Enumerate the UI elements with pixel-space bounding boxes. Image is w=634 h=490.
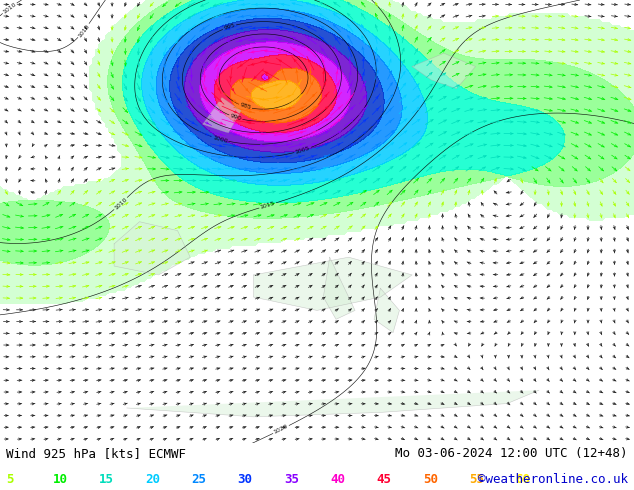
- Polygon shape: [323, 257, 355, 319]
- Text: 45: 45: [377, 473, 392, 486]
- Text: 985: 985: [239, 102, 252, 111]
- Text: 990: 990: [230, 113, 242, 122]
- Text: 1020: 1020: [273, 424, 289, 435]
- Text: 50: 50: [423, 473, 438, 486]
- Text: Mo 03-06-2024 12:00 UTC (12+48): Mo 03-06-2024 12:00 UTC (12+48): [395, 447, 628, 460]
- Polygon shape: [374, 288, 399, 333]
- Text: 25: 25: [191, 473, 207, 486]
- Polygon shape: [203, 98, 241, 133]
- Text: 40: 40: [330, 473, 346, 486]
- Text: 1010: 1010: [2, 1, 17, 15]
- Polygon shape: [114, 221, 190, 275]
- Text: 15: 15: [99, 473, 114, 486]
- Text: 5: 5: [6, 473, 14, 486]
- Text: 20: 20: [145, 473, 160, 486]
- Text: 1010: 1010: [77, 23, 91, 38]
- Polygon shape: [127, 390, 539, 417]
- Polygon shape: [254, 257, 412, 311]
- Text: 1000: 1000: [212, 135, 228, 144]
- Text: 1015: 1015: [259, 201, 276, 210]
- Text: 60: 60: [515, 473, 531, 486]
- Text: ©weatheronline.co.uk: ©weatheronline.co.uk: [477, 473, 628, 486]
- Text: 55: 55: [469, 473, 484, 486]
- Text: 30: 30: [238, 473, 253, 486]
- Text: 1010: 1010: [113, 196, 128, 211]
- Text: 35: 35: [284, 473, 299, 486]
- Polygon shape: [412, 53, 476, 89]
- Text: Wind 925 hPa [kts] ECMWF: Wind 925 hPa [kts] ECMWF: [6, 447, 186, 460]
- Text: 995: 995: [223, 23, 236, 31]
- Text: 10: 10: [53, 473, 68, 486]
- Text: 1005: 1005: [295, 146, 311, 155]
